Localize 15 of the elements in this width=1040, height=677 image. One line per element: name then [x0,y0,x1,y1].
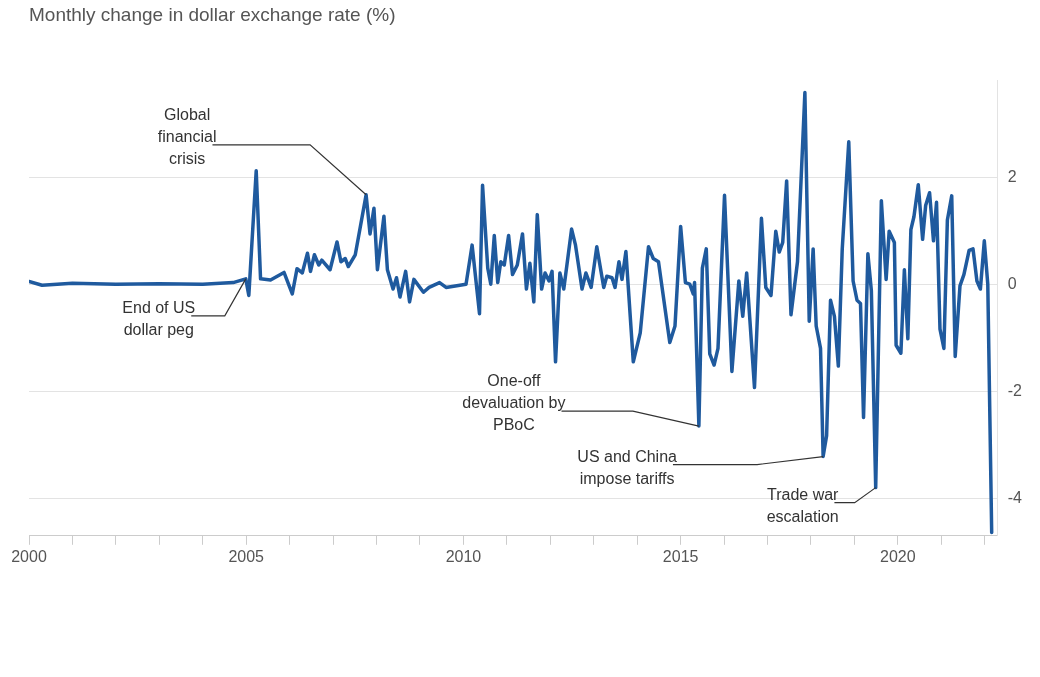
chart-title: Monthly change in dollar exchange rate (%) [29,3,396,25]
x-tick-label: 2020 [880,547,916,565]
y-tick-label: -4 [1007,488,1023,506]
y-tick-label: 2 [1007,167,1017,185]
annotation: Global financial crisis [157,106,217,168]
x-tick-label: 2010 [445,547,482,565]
x-tick-label: 2000 [11,547,47,565]
y-tick-label: -2 [1007,381,1023,399]
annotation: US and China impose tariffs [577,447,678,487]
x-tick-label: 2005 [228,547,265,565]
y-tick-label: 0 [1007,274,1017,292]
annotation: One-off devaluation by PBoC [462,372,566,434]
annotation: Trade war escalation [766,486,840,526]
annotation: End of US dollar peg [122,299,196,339]
x-tick-label: 2015 [662,547,699,565]
